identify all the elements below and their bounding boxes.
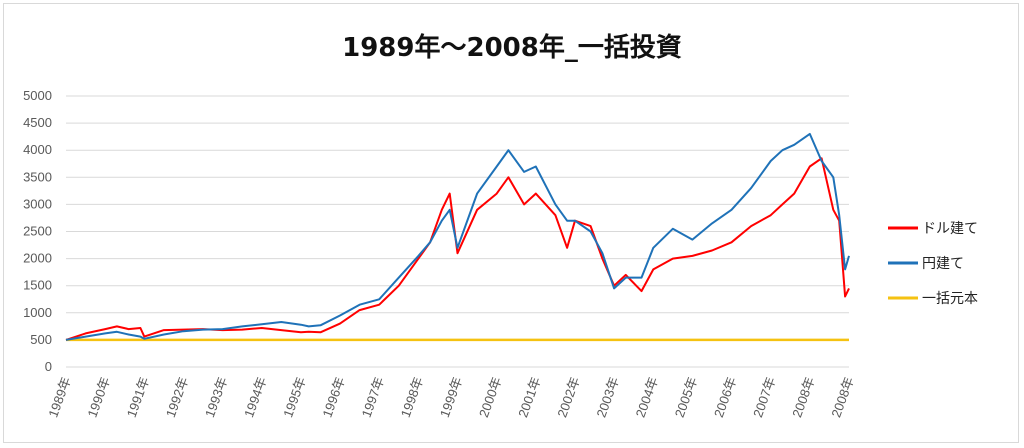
x-tick-label: 1992年 (163, 375, 191, 420)
chart-title: 1989年～2008年_一括投資 (342, 32, 682, 63)
y-tick-label: 3000 (23, 196, 52, 211)
x-tick-label: 1995年 (280, 375, 308, 420)
x-tick-label: 2001年 (515, 375, 543, 420)
x-tick-label: 2000年 (476, 375, 504, 420)
y-tick-label: 4000 (23, 142, 52, 157)
x-tick-label: 1989年 (45, 375, 73, 420)
x-tick-label: 1998年 (398, 375, 426, 420)
y-tick-label: 3500 (23, 169, 52, 184)
x-axis-ticks: 1989年 1990年 1991年 1992年 1993年 1994年 1995年 1996年… (45, 375, 856, 420)
x-tick-label: 2008年 (828, 375, 856, 420)
line-chart: 1989年～2008年_一括投資 0 500 1000 1500 2000 2500 300… (23, 32, 978, 420)
x-tick-label: 2006年 (711, 375, 739, 420)
gridlines (66, 95, 849, 368)
y-tick-label: 1000 (23, 305, 52, 320)
x-tick-label: 1993年 (202, 375, 230, 420)
x-tick-label: 1991年 (124, 375, 152, 420)
y-tick-label: 2000 (23, 251, 52, 266)
y-axis-ticks: 0 500 1000 1500 2000 2500 3000 3500 4000 4500 5000 (23, 88, 52, 374)
y-tick-label: 4500 (23, 115, 52, 130)
y-tick-label: 1500 (23, 278, 52, 293)
x-tick-label: 1997年 (359, 375, 387, 420)
x-tick-label: 2003年 (593, 375, 621, 420)
y-tick-label: 0 (45, 359, 52, 374)
x-tick-label: 2007年 (750, 375, 778, 420)
chart-frame: 1989年～2008年_一括投資 0 500 1000 1500 2000 2500 300… (3, 3, 1019, 443)
x-tick-label: 1999年 (437, 375, 465, 420)
x-tick-label: 2002年 (554, 375, 582, 420)
y-tick-label: 500 (30, 332, 52, 347)
series-line-1 (65, 132, 850, 341)
legend-label: 円建て (922, 256, 964, 272)
legend-label: 一括元本 (922, 291, 978, 307)
x-tick-label: 2004年 (633, 375, 661, 420)
x-tick-label: 1994年 (241, 375, 269, 420)
legend-label: ドル建て (922, 221, 978, 237)
x-tick-label: 2005年 (672, 375, 700, 420)
x-tick-label: 1990年 (85, 375, 113, 420)
y-tick-label: 2500 (23, 224, 52, 239)
series-lines (65, 132, 850, 342)
x-tick-label: 2008年 (789, 375, 817, 420)
x-tick-label: 1996年 (319, 375, 347, 420)
y-tick-label: 5000 (23, 88, 52, 103)
